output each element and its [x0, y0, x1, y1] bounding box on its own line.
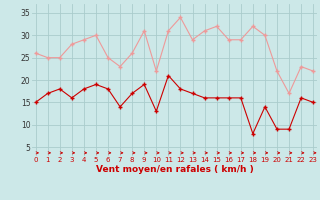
X-axis label: Vent moyen/en rafales ( km/h ): Vent moyen/en rafales ( km/h ) — [96, 165, 253, 174]
